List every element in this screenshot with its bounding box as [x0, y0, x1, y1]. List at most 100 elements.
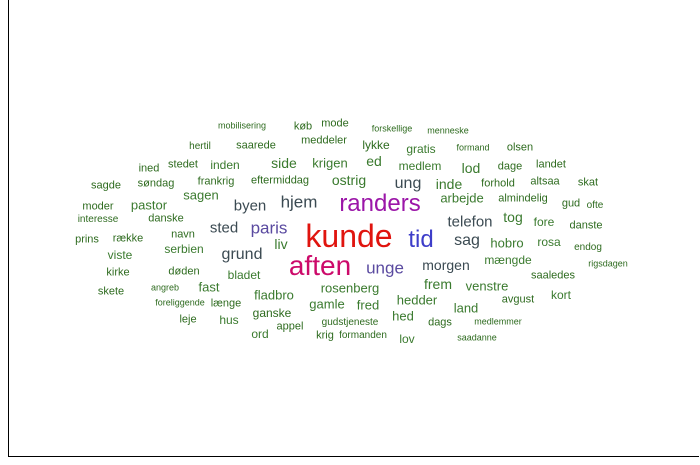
- cloud-word: inde: [435, 176, 463, 192]
- cloud-word: fore: [533, 215, 555, 229]
- cloud-word: sagen: [183, 187, 219, 203]
- cloud-word: fred: [356, 297, 380, 313]
- cloud-word: byen: [233, 197, 267, 215]
- cloud-word: saadanne: [457, 332, 497, 343]
- cloud-word: krigen: [312, 155, 348, 171]
- cloud-word: aften: [288, 250, 352, 281]
- cloud-word: døden: [168, 265, 200, 278]
- cloud-word: menneske: [427, 125, 469, 136]
- cloud-word: leje: [179, 313, 197, 326]
- cloud-word: skete: [97, 285, 125, 298]
- cloud-word: mode: [321, 117, 349, 130]
- cloud-word: ung: [394, 175, 422, 192]
- cloud-word: lov: [399, 332, 415, 346]
- cloud-word: interesse: [77, 214, 119, 225]
- cloud-word: venstre: [465, 278, 509, 294]
- cloud-word: hjem: [280, 192, 318, 212]
- cloud-word: formanden: [339, 330, 387, 341]
- cloud-word: prins: [75, 233, 99, 246]
- cloud-word: tog: [503, 209, 523, 225]
- cloud-word: liv: [274, 236, 288, 252]
- cloud-word: olsen: [506, 141, 534, 154]
- cloud-word: endog: [574, 242, 602, 253]
- cloud-word: fast: [198, 279, 220, 295]
- cloud-word: sag: [454, 232, 480, 249]
- cloud-word: grund: [221, 246, 263, 263]
- cloud-word: randers: [339, 190, 421, 217]
- cloud-word: frankrig: [197, 175, 235, 188]
- cloud-word: almindelig: [498, 192, 548, 205]
- cloud-word: telefon: [447, 213, 493, 231]
- cloud-word: hobro: [490, 235, 524, 251]
- cloud-word: serbien: [164, 242, 204, 256]
- cloud-word: viste: [107, 248, 133, 262]
- cloud-word: medlem: [398, 159, 442, 173]
- cloud-word: forskellige: [371, 123, 413, 134]
- cloud-word: dags: [428, 316, 452, 329]
- cloud-word: kort: [550, 288, 572, 302]
- cloud-word: lykke: [362, 138, 390, 152]
- cloud-word: medlemmer: [474, 316, 522, 327]
- cloud-word: mobilisering: [217, 120, 267, 131]
- cloud-word: sted: [209, 219, 239, 237]
- cloud-word: ofte: [586, 200, 604, 211]
- cloud-word: ed: [366, 153, 382, 169]
- cloud-word: gamle: [309, 296, 345, 312]
- cloud-word: gud: [561, 197, 581, 210]
- cloud-word: mængde: [484, 253, 532, 267]
- cloud-word: morgen: [422, 257, 470, 273]
- cloud-word: gudstjeneste: [321, 317, 379, 328]
- cloud-word: ined: [138, 162, 160, 175]
- cloud-word: bladet: [227, 268, 261, 282]
- cloud-word: forhold: [481, 177, 515, 190]
- cloud-word: kunde: [305, 218, 393, 254]
- cloud-word: unge: [366, 258, 404, 278]
- cloud-word: danske: [148, 212, 184, 225]
- cloud-word: avgust: [501, 293, 535, 306]
- cloud-word: formand: [456, 142, 490, 153]
- cloud-word: saaledes: [530, 269, 576, 282]
- cloud-word: navn: [171, 228, 195, 241]
- cloud-word: arbejde: [440, 190, 484, 206]
- cloud-word: tid: [408, 226, 434, 253]
- cloud-word: saarede: [236, 139, 276, 152]
- cloud-word: krig: [316, 329, 334, 342]
- cloud-word: kirke: [106, 266, 130, 279]
- cloud-word: køb: [293, 120, 313, 133]
- cloud-word: paris: [250, 218, 288, 238]
- cloud-word: moder: [82, 200, 114, 213]
- cloud-word: angreb: [150, 282, 180, 293]
- cloud-word: frem: [424, 276, 452, 292]
- cloud-word: skat: [577, 176, 599, 189]
- cloud-word: pastor: [130, 197, 168, 213]
- cloud-word: altsaa: [530, 175, 560, 188]
- cloud-word: meddeler: [301, 134, 347, 147]
- cloud-word: side: [271, 155, 297, 171]
- cloud-word: dage: [497, 160, 523, 173]
- cloud-word: hed: [392, 308, 414, 324]
- cloud-word: længe: [210, 297, 242, 310]
- plot-frame: [8, 0, 699, 457]
- cloud-word: rosa: [537, 235, 561, 249]
- cloud-word: stedet: [168, 158, 198, 171]
- cloud-word: fladbro: [254, 287, 294, 303]
- cloud-word: ord: [251, 327, 269, 341]
- cloud-word: række: [112, 232, 144, 245]
- cloud-word: ostrig: [331, 172, 367, 188]
- cloud-word: hertil: [189, 141, 211, 152]
- cloud-word: danste: [569, 219, 603, 232]
- cloud-word: sagde: [91, 179, 121, 192]
- cloud-word: rigsdagen: [588, 258, 628, 269]
- cloud-word: gratis: [406, 142, 436, 156]
- cloud-word: hus: [219, 313, 239, 327]
- cloud-word: eftermiddag: [250, 174, 310, 187]
- cloud-word: appel: [276, 320, 304, 333]
- cloud-word: ganske: [252, 306, 292, 320]
- cloud-word: landet: [536, 158, 566, 171]
- cloud-word: hedder: [396, 292, 438, 308]
- cloud-word: inden: [210, 158, 240, 172]
- cloud-word: land: [453, 300, 479, 316]
- cloud-word: lod: [461, 160, 481, 176]
- cloud-word: rosenberg: [320, 280, 380, 296]
- cloud-word: søndag: [137, 177, 175, 190]
